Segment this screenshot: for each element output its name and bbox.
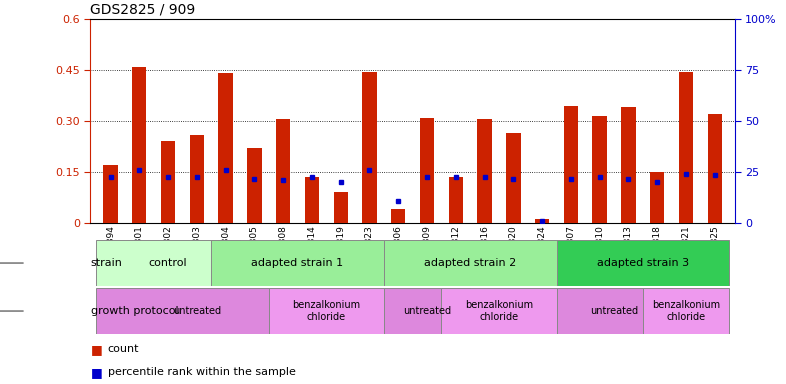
Bar [333, 192, 348, 223]
Text: benzalkonium
chloride: benzalkonium chloride [465, 300, 533, 322]
Text: untreated: untreated [173, 306, 221, 316]
Text: ■: ■ [90, 366, 102, 379]
Bar [305, 177, 319, 223]
Bar [384, 288, 470, 334]
Bar [276, 119, 290, 223]
Bar [707, 114, 722, 223]
Bar [564, 106, 578, 223]
Bar [593, 116, 607, 223]
Bar [650, 172, 664, 223]
Bar [621, 108, 636, 223]
Bar [96, 240, 240, 286]
Text: benzalkonium
chloride: benzalkonium chloride [652, 300, 720, 322]
Text: percentile rank within the sample: percentile rank within the sample [108, 367, 296, 377]
Bar [643, 288, 729, 334]
Bar [161, 141, 175, 223]
Bar [442, 288, 556, 334]
Bar [556, 288, 671, 334]
Text: untreated: untreated [403, 306, 451, 316]
Text: benzalkonium
chloride: benzalkonium chloride [292, 300, 361, 322]
Text: strain: strain [90, 258, 123, 268]
Text: count: count [108, 344, 139, 354]
Text: control: control [149, 258, 187, 268]
Bar [506, 133, 520, 223]
Bar [535, 219, 549, 223]
Bar [96, 288, 298, 334]
Text: growth protocol: growth protocol [90, 306, 178, 316]
Text: ■: ■ [90, 343, 102, 356]
Bar [449, 177, 463, 223]
Bar [391, 209, 406, 223]
Bar [189, 134, 204, 223]
Bar [477, 119, 492, 223]
Bar [211, 240, 384, 286]
Bar [219, 73, 233, 223]
Bar [420, 118, 434, 223]
Bar [556, 240, 729, 286]
Text: adapted strain 1: adapted strain 1 [252, 258, 343, 268]
Text: adapted strain 2: adapted strain 2 [424, 258, 516, 268]
Bar [679, 72, 693, 223]
Bar [103, 165, 118, 223]
Bar [362, 72, 376, 223]
Text: adapted strain 3: adapted strain 3 [597, 258, 689, 268]
Text: GDS2825 / 909: GDS2825 / 909 [90, 3, 196, 17]
Bar [384, 240, 556, 286]
Text: untreated: untreated [590, 306, 638, 316]
Bar [132, 67, 146, 223]
Bar [269, 288, 384, 334]
Bar [248, 148, 262, 223]
